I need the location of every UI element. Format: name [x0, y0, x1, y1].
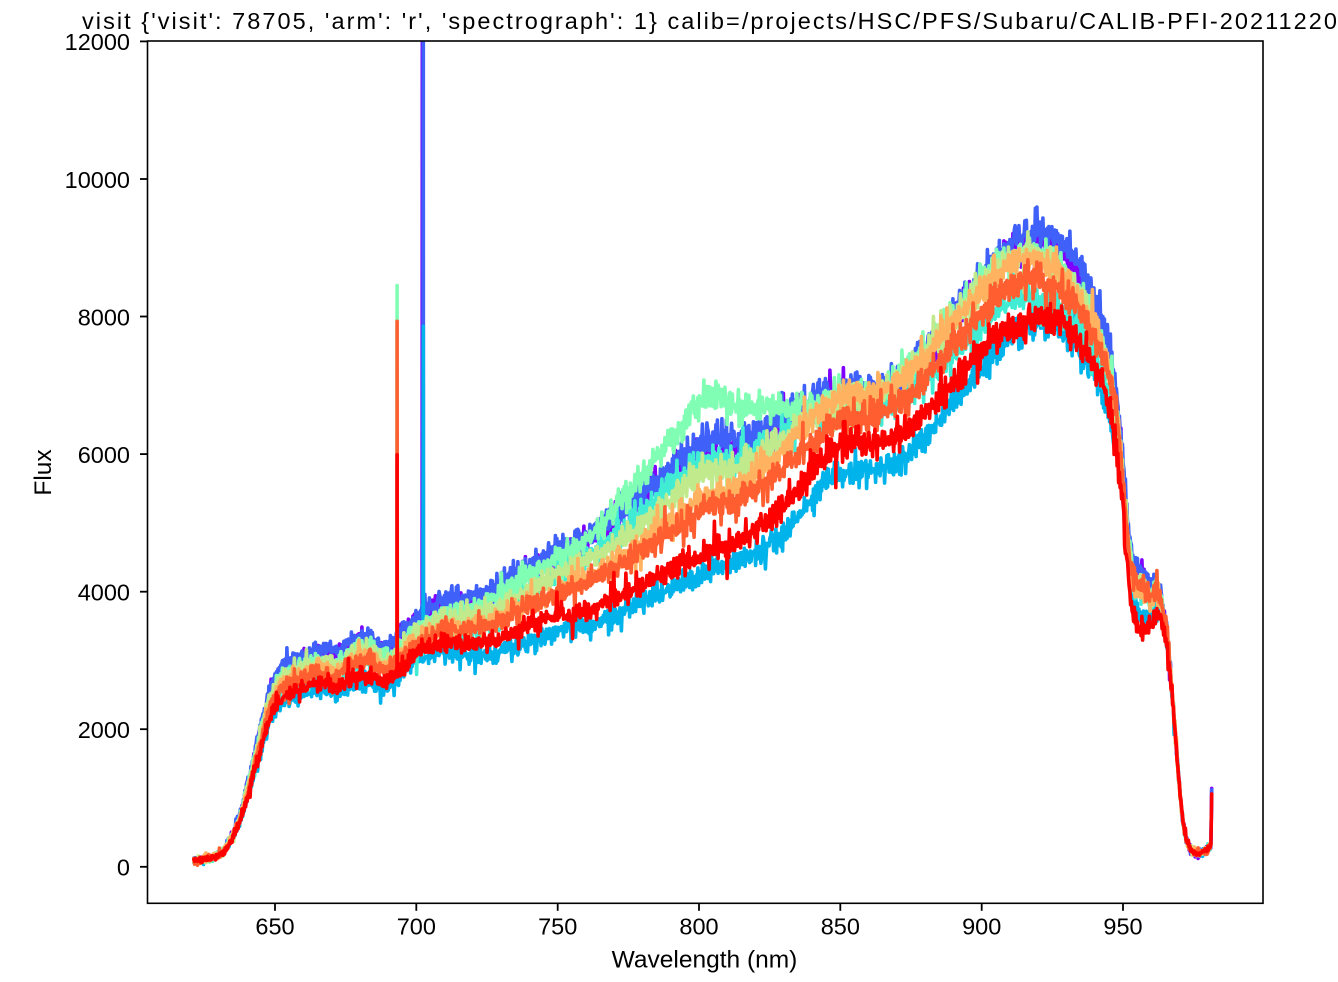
- svg-text:Wavelength (nm): Wavelength (nm): [612, 947, 798, 974]
- svg-text:700: 700: [397, 914, 436, 940]
- svg-text:visit {'visit': 78705, 'arm':: visit {'visit': 78705, 'arm': 'r', 'spec…: [82, 8, 1338, 34]
- svg-text:6000: 6000: [78, 442, 130, 468]
- svg-text:750: 750: [538, 914, 577, 940]
- svg-text:8000: 8000: [78, 304, 130, 330]
- svg-text:Flux: Flux: [30, 449, 57, 495]
- svg-text:0: 0: [117, 855, 130, 881]
- svg-text:4000: 4000: [78, 580, 130, 606]
- svg-text:2000: 2000: [78, 717, 130, 743]
- svg-text:850: 850: [821, 914, 860, 940]
- svg-text:10000: 10000: [65, 167, 130, 193]
- svg-text:800: 800: [679, 914, 718, 940]
- svg-text:900: 900: [962, 914, 1001, 940]
- svg-text:650: 650: [255, 914, 294, 940]
- svg-text:12000: 12000: [65, 29, 130, 55]
- svg-text:950: 950: [1103, 914, 1142, 940]
